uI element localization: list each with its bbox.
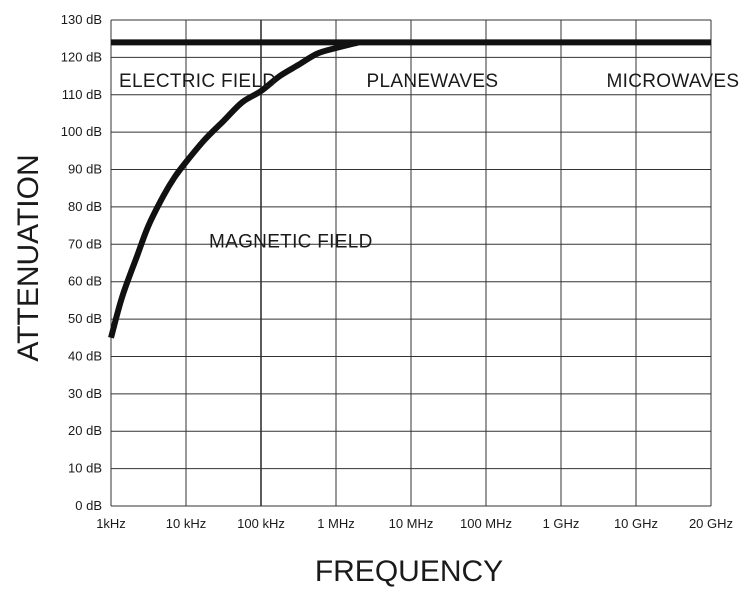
y-axis-title: ATTENUATION bbox=[12, 154, 45, 361]
y-tick-label: 0 dB bbox=[75, 498, 102, 513]
x-tick-label: 100 kHz bbox=[237, 516, 285, 531]
magnetic-field-line bbox=[108, 39, 360, 339]
grid bbox=[110, 19, 712, 507]
y-tick-label: 80 dB bbox=[68, 199, 102, 214]
y-tick-label: 60 dB bbox=[68, 274, 102, 289]
x-tick-label: 10 GHz bbox=[614, 516, 658, 531]
y-tick-label: 50 dB bbox=[68, 311, 102, 326]
y-tick-label: 40 dB bbox=[68, 348, 102, 363]
x-tick-label: 1 MHz bbox=[317, 516, 355, 531]
region-label: PLANEWAVES bbox=[367, 71, 499, 92]
series bbox=[108, 39, 711, 339]
y-tick-label: 70 dB bbox=[68, 236, 102, 251]
x-tick-label: 10 kHz bbox=[166, 516, 206, 531]
x-axis-title: FREQUENCY bbox=[315, 555, 503, 588]
y-tick-label: 90 dB bbox=[68, 162, 102, 177]
y-tick-label: 110 dB bbox=[62, 87, 102, 102]
x-tick-label: 100 MHz bbox=[460, 516, 512, 531]
y-tick-label: 30 dB bbox=[68, 386, 102, 401]
region-label: MICROWAVES bbox=[607, 71, 740, 92]
y-tick-label: 130 dB bbox=[61, 12, 102, 27]
y-tick-label: 120 dB bbox=[61, 49, 102, 64]
x-tick-label: 1 GHz bbox=[543, 516, 580, 531]
y-tick-label: 10 dB bbox=[68, 461, 102, 476]
y-tick-label: 20 dB bbox=[68, 423, 102, 438]
y-tick-label: 100 dB bbox=[61, 124, 102, 139]
region-label: ELECTRIC FIELD bbox=[119, 71, 276, 92]
annotations: ELECTRIC FIELD PLANEWAVES MICROWAVES MAGNET… bbox=[119, 71, 739, 253]
tick-labels: 0 dB 10 dB 20 dB 30 dB 40 dB 50 dB 60 dB 70 dB 8… bbox=[61, 12, 733, 531]
region-label: MAGNETIC FIELD bbox=[209, 232, 373, 253]
x-tick-label: 20 GHz bbox=[689, 516, 733, 531]
x-tick-label: 1kHz bbox=[96, 516, 126, 531]
x-tick-label: 10 MHz bbox=[389, 516, 434, 531]
